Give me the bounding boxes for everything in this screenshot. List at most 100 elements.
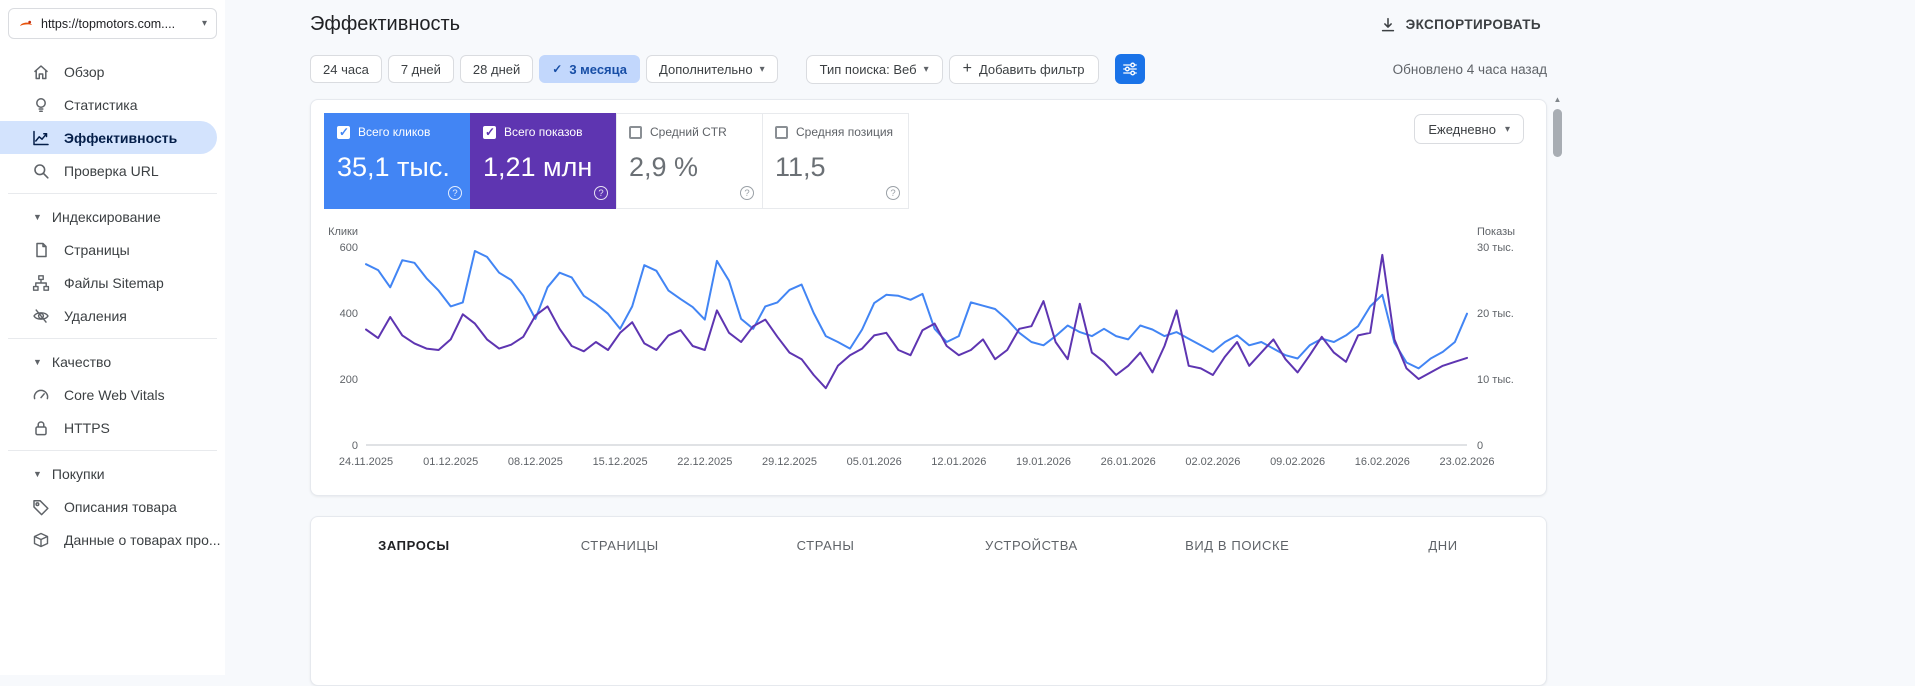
metric-tile-total-clicks[interactable]: Всего кликов 35,1 тыс. ? [324,113,471,209]
dimensions-card: ЗАПРОСЫ СТРАНИЦЫ СТРАНЫ УСТРОЙСТВА ВИД В… [310,516,1547,686]
metric-tile-total-impressions[interactable]: Всего показов 1,21 млн ? [470,113,617,209]
metric-value: 2,9 % [629,152,699,182]
tab-pages[interactable]: СТРАНИЦЫ [580,538,659,553]
svg-text:29.12.2025: 29.12.2025 [762,456,817,468]
checkbox-icon[interactable] [775,125,788,139]
performance-line-chart: 0 200 400 600 Клики 0 10 тыс. 20 тыс. 30 тыс. Пок… [328,226,1515,468]
property-logo-icon [18,16,34,32]
checkbox-icon[interactable] [337,125,350,139]
help-icon[interactable]: ? [448,186,462,200]
scroll-up-arrow-icon[interactable]: ▲ [1553,95,1562,104]
chevron-down-icon: ▾ [759,63,765,75]
svg-text:02.02.2026: 02.02.2026 [1185,456,1240,468]
svg-text:200: 200 [340,374,358,386]
tab-devices[interactable]: УСТРОЙСТВА [985,538,1078,553]
svg-text:08.12.2025: 08.12.2025 [508,456,563,468]
divider [8,338,217,339]
sidebar-section-label: Качество [51,353,112,370]
sidebar-item-pages[interactable]: Страницы [0,233,225,266]
sidebar-section-label: Покупки [51,465,105,482]
sidebar-item-label: Обзор [64,63,105,80]
sidebar-item-merchant-listings[interactable]: Данные о товарах про... [0,523,225,556]
chevron-down-icon: ▾ [1504,123,1510,135]
search-type-chip[interactable]: Тип поиска: Веб ▾ [805,54,943,84]
performance-card: Всего кликов 35,1 тыс. ? Всего показов 1… [310,99,1547,496]
sidebar-item-label: Проверка URL [64,162,159,179]
metric-value: 11,5 [775,152,826,182]
performance-chart-icon [31,128,51,148]
box-icon [31,530,51,550]
range-more-button[interactable]: Дополнительно ▾ [646,55,778,83]
add-filter-chip[interactable]: + Добавить фильтр [948,54,1099,84]
help-icon[interactable]: ? [594,186,608,200]
gauge-icon [31,385,51,405]
home-icon [31,62,51,82]
help-icon[interactable]: ? [740,186,754,200]
tag-icon [31,497,51,517]
range-button-7d[interactable]: 7 дней [387,55,454,83]
filter-settings-button[interactable] [1114,54,1145,84]
sidebar-item-core-web-vitals[interactable]: Core Web Vitals [0,378,225,411]
divider [8,450,217,451]
metric-label: Средняя позиция [796,125,894,139]
lightbulb-icon [31,95,51,115]
pages-icon [31,240,51,260]
sidebar-item-sitemaps[interactable]: Файлы Sitemap [0,266,225,299]
svg-text:26.01.2026: 26.01.2026 [1101,456,1156,468]
chevron-down-icon: ▼ [33,211,42,222]
svg-text:0: 0 [352,440,358,452]
filter-bar: 24 часа 7 дней 28 дней 3 месяца Дополнит… [310,54,1547,84]
sidebar-section-shopping[interactable]: ▼ Покупки [0,457,225,490]
property-selector[interactable]: https://topmotors.com.... ▾ [8,8,217,39]
sidebar-item-insights[interactable]: Статистика [0,88,225,121]
export-button[interactable]: ЭКСПОРТИРОВАТЬ [1373,15,1547,35]
sidebar-item-overview[interactable]: Обзор [0,55,225,88]
checkbox-icon[interactable] [629,125,642,139]
tab-dates[interactable]: ДНИ [1428,538,1458,553]
granularity-dropdown[interactable]: Ежедневно ▾ [1414,114,1524,144]
lock-icon [31,418,51,438]
sidebar-item-url-inspection[interactable]: Проверка URL [0,154,225,187]
sidebar-item-https[interactable]: HTTPS [0,411,225,444]
sidebar-item-label: Эффективность [64,129,178,146]
sidebar-item-removals[interactable]: Удаления [0,299,225,332]
sidebar-item-performance[interactable]: Эффективность [0,121,217,154]
page-header: Эффективность ЭКСПОРТИРОВАТЬ [310,0,1547,38]
sidebar-item-label: Файлы Sitemap [64,274,164,291]
metric-tile-average-position[interactable]: Средняя позиция 11,5 ? [762,113,909,209]
svg-text:01.12.2025: 01.12.2025 [423,456,478,468]
main-content: Эффективность ЭКСПОРТИРОВАТЬ 24 часа 7 д… [225,0,1915,686]
metric-label: Всего кликов [358,125,431,139]
range-button-24h[interactable]: 24 часа [310,55,382,83]
svg-text:09.02.2026: 09.02.2026 [1270,456,1325,468]
scrollbar-thumb[interactable] [1553,109,1562,157]
sidebar-item-label: Статистика [64,96,138,113]
tab-countries[interactable]: СТРАНЫ [796,538,855,553]
checkbox-icon[interactable] [483,125,496,139]
sidebar-item-product-snippets[interactable]: Описания товара [0,490,225,523]
svg-text:16.02.2026: 16.02.2026 [1355,456,1410,468]
property-url: https://topmotors.com.... [41,16,176,31]
metric-label: Средний CTR [650,125,727,139]
tab-queries[interactable]: ЗАПРОСЫ [378,538,450,553]
svg-text:Показы: Показы [1477,226,1515,238]
tab-search-appearance[interactable]: ВИД В ПОИСКЕ [1185,538,1290,553]
svg-text:22.12.2025: 22.12.2025 [677,456,732,468]
svg-text:0: 0 [1477,440,1483,452]
help-icon[interactable]: ? [886,186,900,200]
sidebar-section-indexing[interactable]: ▼ Индексирование [0,200,225,233]
plus-icon: + [962,60,972,77]
scrollbar[interactable]: ▲ [1552,95,1563,675]
metric-tile-average-ctr[interactable]: Средний CTR 2,9 % ? [616,113,763,209]
svg-text:600: 600 [340,242,358,254]
sidebar-section-experience[interactable]: ▼ Качество [0,345,225,378]
svg-text:23.02.2026: 23.02.2026 [1439,456,1494,468]
sidebar-item-label: Данные о товарах про... [64,531,221,548]
chevron-down-icon: ▼ [33,356,42,367]
chevron-down-icon: ▾ [923,63,929,75]
svg-text:15.12.2025: 15.12.2025 [593,456,648,468]
range-button-28d[interactable]: 28 дней [459,55,534,83]
range-button-3m[interactable]: 3 месяца [539,55,641,83]
sitemap-icon [31,273,51,293]
